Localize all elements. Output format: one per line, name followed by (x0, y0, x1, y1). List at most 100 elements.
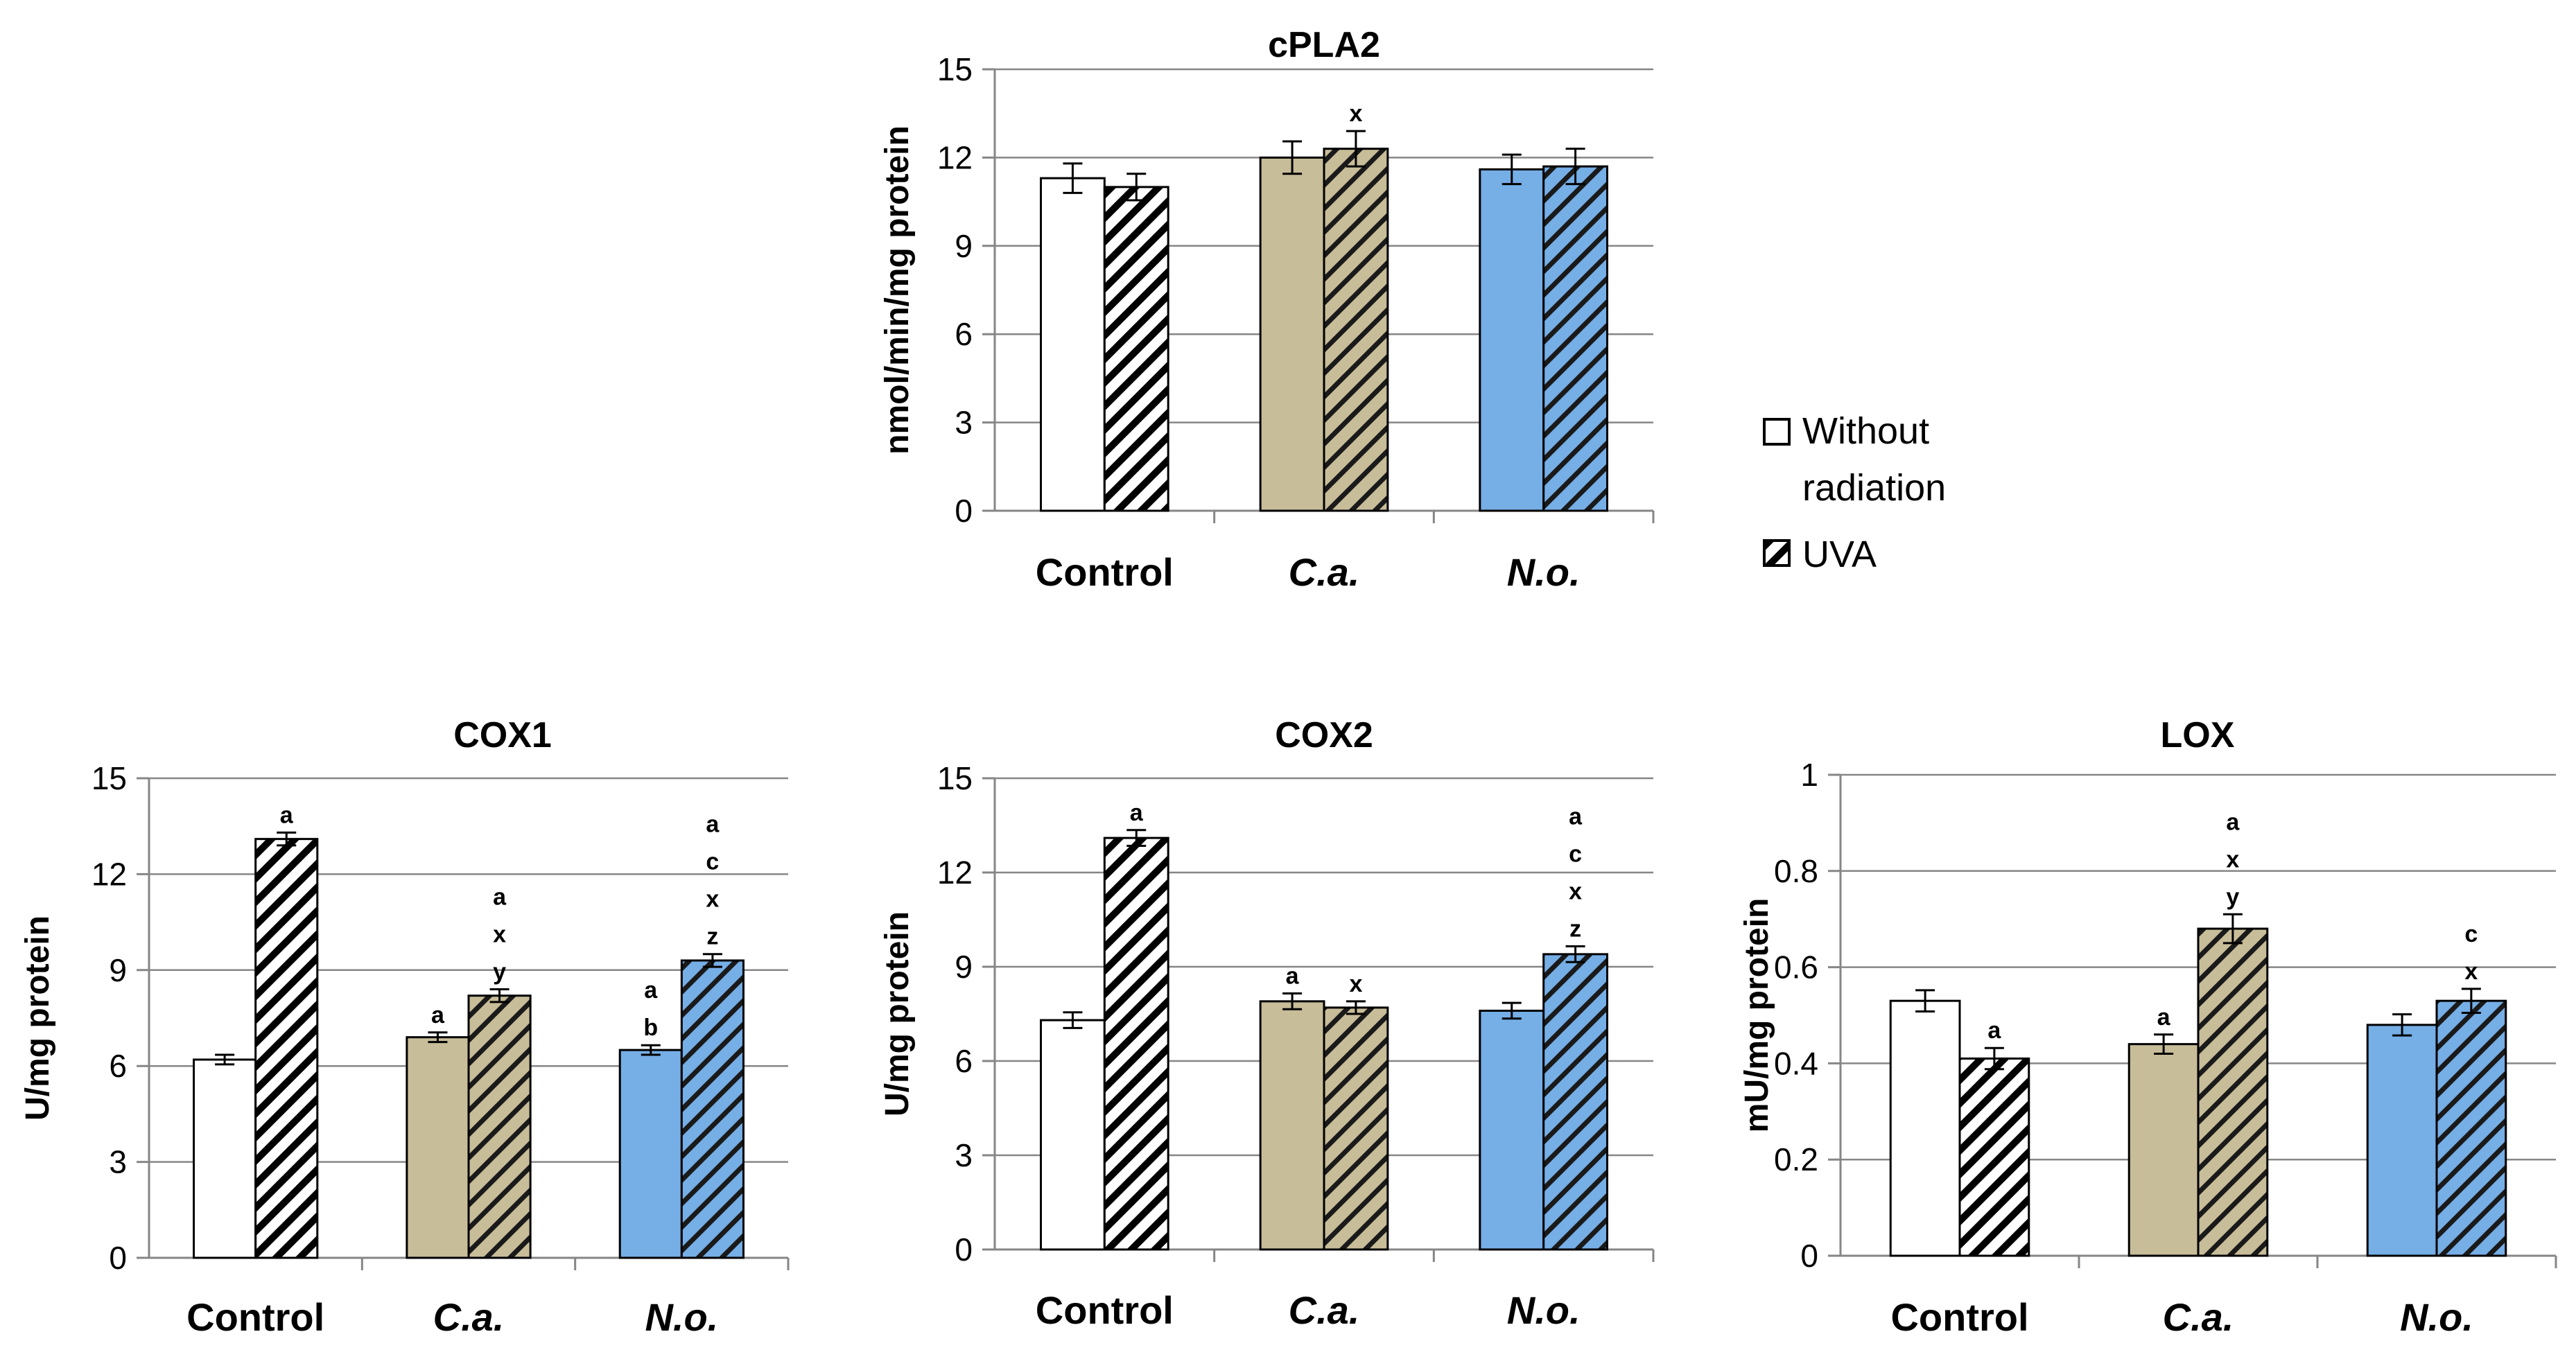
bar-no-uva (1542, 165, 1609, 512)
chart-title: COX2 (1275, 715, 1373, 755)
y-tick-label: 0 (955, 493, 973, 529)
y-tick-label: 0.6 (1774, 949, 1818, 985)
category-label-control: Control (1036, 1288, 1174, 1332)
bar-ca-without-radiation (406, 1036, 470, 1259)
y-tick-label: 15 (92, 760, 127, 796)
bar-no-uva (680, 959, 745, 1259)
y-axis-label: U/mg protein (879, 911, 916, 1116)
bar-ca-uva (1323, 148, 1389, 512)
chart-title: LOX (2161, 715, 2235, 755)
significance-label: c (1569, 841, 1582, 868)
significance-label: x (2226, 846, 2239, 873)
category-label-control: Control (1890, 1295, 2028, 1339)
significance-label: a (1286, 963, 1300, 990)
y-tick-label: 9 (109, 952, 127, 988)
category-label-control: Control (186, 1295, 324, 1339)
bar-no-uva (1542, 953, 1609, 1251)
legend-swatch-uva (1763, 539, 1791, 567)
bar-control-uva (254, 838, 319, 1259)
significance-label: x (493, 921, 506, 947)
significance-label: y (493, 958, 506, 985)
y-tick-label: 0.8 (1774, 853, 1818, 889)
y-axis-label: mU/mg protein (1739, 898, 1775, 1133)
y-tick-label: 1 (1800, 757, 1818, 793)
chart-title: cPLA2 (1268, 25, 1380, 65)
y-tick-label: 15 (937, 760, 973, 796)
significance-label: a (431, 1002, 445, 1028)
y-tick-label: 12 (92, 856, 127, 892)
legend: Without radiation UVA (1763, 410, 1946, 575)
y-tick-label: 0.2 (1774, 1141, 1818, 1177)
y-tick-label: 12 (937, 854, 973, 891)
chart-cpla2: 0 3 6 9 12 15 Control x C.a. N.o. cPLA2 nmol/min/mg… (879, 25, 1655, 594)
bar-control-without-radiation (1040, 177, 1106, 512)
significance-label: x (706, 886, 719, 913)
significance-label: c (2464, 921, 2478, 947)
significance-label: a (706, 812, 720, 838)
category-label-ca: C.a. (433, 1295, 505, 1339)
category-label-ca: C.a. (1289, 1288, 1360, 1332)
y-tick-label: 0 (955, 1231, 973, 1268)
significance-label: a (1130, 800, 1144, 826)
significance-label: b (643, 1015, 658, 1041)
y-tick-label: 3 (955, 405, 973, 441)
bar-control-uva (1103, 836, 1169, 1251)
legend-swatch-without-radiation (1763, 418, 1791, 446)
significance-label: a (644, 977, 658, 1003)
significance-label: a (2226, 809, 2240, 835)
significance-label: a (280, 802, 294, 828)
y-tick-label: 3 (109, 1144, 127, 1180)
bar-control-without-radiation (1040, 1019, 1106, 1251)
significance-label: a (493, 884, 507, 910)
y-tick-label: 15 (937, 51, 973, 87)
bar-ca-without-radiation (1259, 1000, 1325, 1251)
chart-lox: 00.20.40.60.81aControlaaxyC.a.cxN.o.LOXm… (1739, 715, 2557, 1339)
category-label-no: N.o. (2400, 1295, 2473, 1339)
chart-cox1: 03691215aControlaaxyC.a.abacxzN.o.COX1U/… (19, 715, 790, 1339)
y-tick-label: 12 (937, 139, 973, 175)
bar-ca-without-radiation (2127, 1043, 2200, 1257)
category-label-no: N.o. (1507, 1288, 1581, 1332)
chart-title: COX1 (453, 715, 552, 755)
bar-ca-uva (2197, 927, 2269, 1257)
legend-label-uva: UVA (1802, 534, 1877, 575)
bar-control-uva (1958, 1057, 2030, 1257)
bar-no-without-radiation (618, 1049, 683, 1259)
significance-label: a (1569, 804, 1583, 830)
category-label-ca: C.a. (1289, 550, 1360, 594)
y-tick-label: 9 (955, 949, 973, 985)
significance-label: x (1569, 879, 1582, 905)
y-tick-label: 3 (955, 1137, 973, 1173)
category-label-no: N.o. (1507, 550, 1581, 594)
category-label-ca: C.a. (2163, 1295, 2234, 1339)
bar-no-without-radiation (1479, 1009, 1545, 1251)
y-tick-label: 6 (955, 316, 973, 352)
y-axis-label: U/mg protein (19, 915, 56, 1121)
significance-label: a (2157, 1004, 2171, 1031)
significance-label: a (1987, 1017, 2001, 1044)
bar-ca-uva (467, 994, 532, 1259)
significance-label: x (1349, 971, 1362, 997)
significance-label: y (2226, 884, 2239, 910)
bar-no-without-radiation (2366, 1024, 2438, 1257)
legend-label-without-radiation-line2: radiation (1802, 467, 1946, 509)
bar-control-without-radiation (1889, 999, 1961, 1257)
significance-label: z (706, 924, 718, 950)
bar-ca-without-radiation (1259, 156, 1325, 512)
y-tick-label: 6 (109, 1048, 127, 1084)
significance-label: x (2464, 958, 2478, 985)
bar-control-uva (1103, 186, 1169, 512)
bar-no-uva (2435, 999, 2507, 1257)
y-tick-label: 6 (955, 1043, 973, 1079)
y-axis-label: nmol/min/mg protein (879, 125, 916, 455)
y-tick-label: 0 (1800, 1238, 1818, 1274)
significance-label: c (706, 849, 719, 875)
category-label-no: N.o. (645, 1295, 718, 1339)
y-tick-label: 9 (955, 228, 973, 264)
legend-label-without-radiation-line1: Without (1802, 410, 1929, 452)
bar-no-without-radiation (1479, 168, 1545, 512)
significance-label: z (1569, 916, 1581, 942)
bar-ca-uva (1323, 1006, 1389, 1251)
